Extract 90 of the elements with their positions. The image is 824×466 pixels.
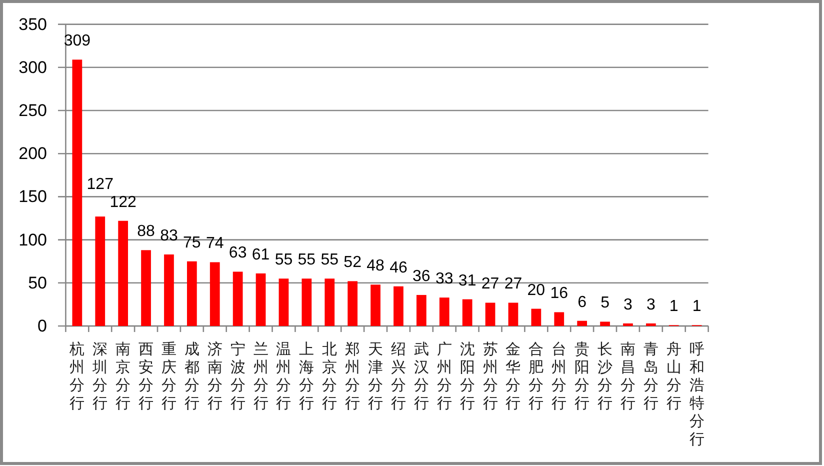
x-tick-label: 济南分行: [207, 341, 222, 412]
y-tick-label: 350: [18, 14, 47, 34]
bar: [577, 320, 588, 326]
x-tick-label: 舟山分行: [666, 341, 682, 412]
bar: [324, 278, 335, 326]
bar: [623, 323, 633, 326]
data-label: 75: [183, 234, 201, 252]
y-tick-label: 150: [18, 187, 47, 206]
x-tick-label: 广州分行: [436, 341, 452, 412]
bar: [186, 261, 197, 326]
bar: [600, 322, 610, 326]
y-tick-label: 50: [28, 273, 47, 292]
bar: [554, 312, 564, 326]
data-label: 16: [550, 285, 568, 302]
bar: [302, 278, 312, 326]
data-label: 48: [366, 258, 385, 275]
x-tick-label: 上海分行: [299, 341, 314, 412]
x-tick-label: 深圳分行: [92, 341, 108, 412]
bar: [462, 299, 472, 326]
data-label: 46: [390, 259, 408, 276]
y-tick-label: 200: [18, 144, 47, 164]
bar: [232, 272, 243, 326]
bar: [485, 302, 496, 326]
data-label: 27: [504, 276, 522, 293]
bar: [72, 60, 82, 326]
data-label: 61: [252, 246, 270, 264]
x-tick-label: 贵阳分行: [574, 341, 590, 412]
x-tick-label: 长沙分行: [598, 341, 613, 412]
bar: [278, 278, 289, 326]
x-tick-label: 南京分行: [116, 341, 131, 412]
y-tick-label: 300: [18, 58, 47, 77]
bar: [416, 294, 426, 326]
x-tick-label: 苏州分行: [482, 341, 498, 412]
x-tick-label: 青岛分行: [643, 341, 658, 412]
data-label: 36: [412, 268, 430, 285]
y-tick-label: 250: [18, 101, 47, 120]
data-label: 55: [320, 252, 339, 269]
bar: [531, 308, 542, 326]
x-tick-label: 郑州分行: [345, 341, 360, 412]
x-tick-label: 杭州分行: [68, 341, 85, 412]
bar: [439, 298, 450, 326]
data-label: 55: [274, 252, 293, 269]
bar: [141, 250, 151, 326]
x-tick-label: 成都分行: [184, 341, 200, 412]
data-label: 27: [481, 276, 500, 293]
data-label: 83: [160, 227, 178, 244]
x-tick-label: 重庆分行: [161, 341, 176, 412]
y-tick-label: 0: [38, 316, 47, 336]
bar: [646, 323, 656, 326]
data-label: 3: [624, 296, 633, 314]
x-tick-label: 金华分行: [506, 341, 521, 412]
bar: [256, 273, 266, 326]
bar: [95, 216, 106, 326]
data-label: 88: [137, 223, 156, 240]
data-label: 1: [692, 298, 702, 316]
data-label: 3: [646, 296, 656, 314]
data-label: 55: [298, 252, 316, 269]
x-tick-label: 温州分行: [276, 341, 292, 412]
data-label: 33: [435, 270, 454, 288]
data-label: 5: [600, 294, 610, 312]
y-tick-label: 100: [18, 230, 47, 250]
data-label: 63: [228, 244, 247, 262]
data-label: 127: [86, 176, 114, 193]
bar: [348, 281, 358, 326]
data-label: 20: [527, 282, 546, 299]
bar: [370, 284, 380, 326]
data-label: 122: [110, 194, 137, 211]
x-tick-label: 南昌分行: [620, 341, 636, 412]
x-tick-label: 宁波分行: [230, 341, 246, 412]
data-label: 52: [344, 254, 362, 272]
bar: [210, 262, 220, 326]
x-tick-label: 兰州分行: [253, 341, 268, 412]
x-tick-label: 北京分行: [322, 341, 338, 412]
x-tick-label: 沈阳分行: [460, 341, 475, 412]
x-tick-label: 合肥分行: [528, 341, 544, 412]
bar: [508, 302, 518, 326]
data-label: 31: [458, 272, 476, 290]
data-label: 74: [206, 235, 224, 252]
data-label: 309: [64, 32, 91, 50]
x-tick-label: 台州分行: [552, 341, 567, 412]
bar: [164, 254, 174, 326]
x-tick-label: 绍兴分行: [390, 341, 406, 412]
data-label: 6: [578, 294, 587, 311]
x-tick-label: 西安分行: [138, 341, 154, 412]
x-tick-label: 呼和浩特分行: [689, 341, 704, 448]
bar: [394, 286, 404, 326]
x-tick-label: 天津分行: [368, 341, 384, 412]
data-label: 1: [669, 298, 678, 316]
bar: [118, 220, 128, 326]
x-tick-label: 武汉分行: [414, 341, 429, 412]
